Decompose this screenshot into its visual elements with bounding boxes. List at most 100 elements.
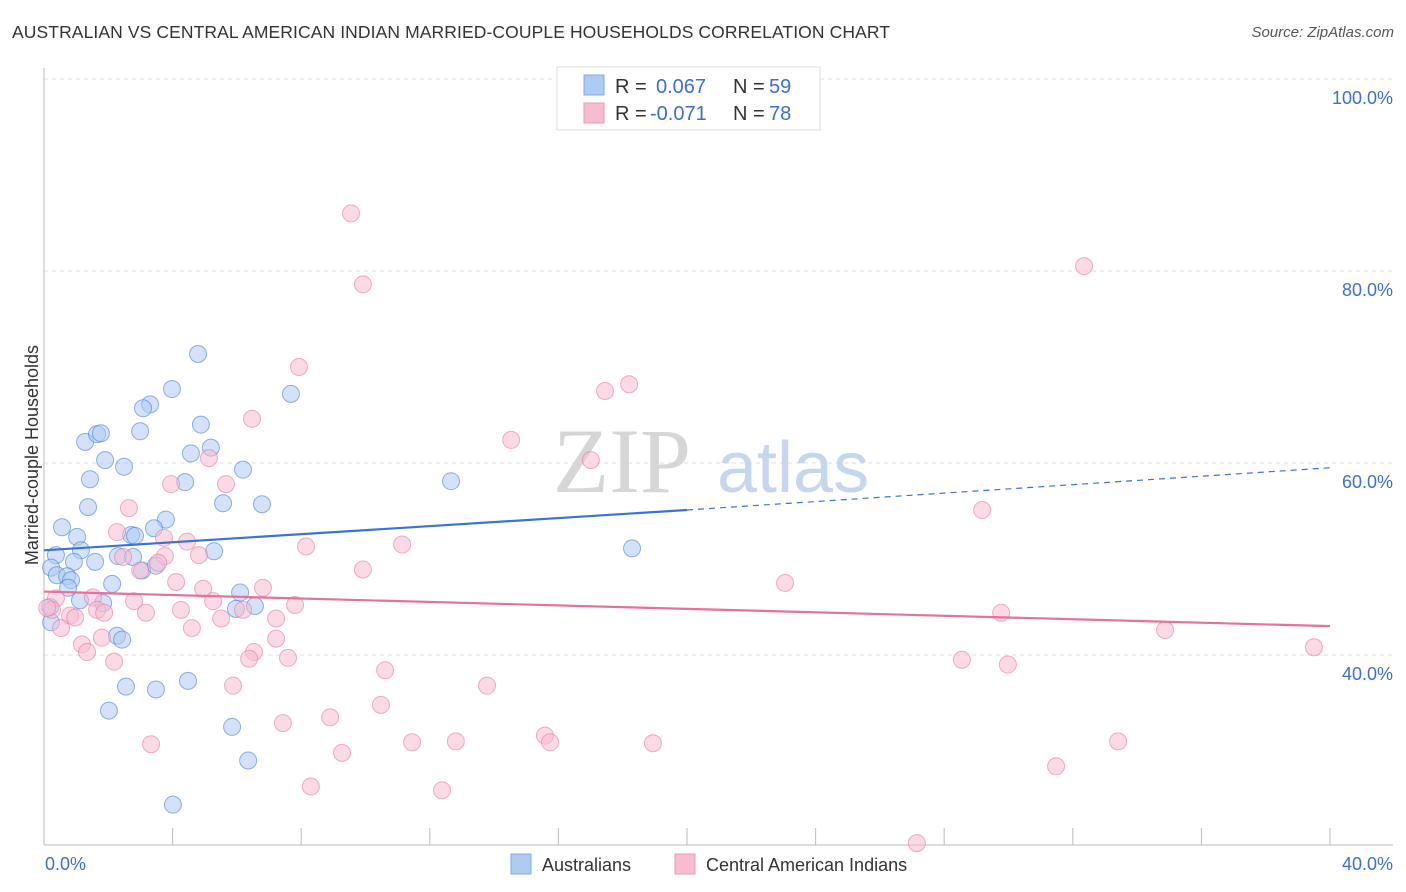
- pink-point: [1075, 257, 1094, 276]
- r-label: R =: [615, 76, 647, 98]
- blue-trend-line-extension: [686, 467, 1331, 511]
- pink-point: [1156, 620, 1175, 639]
- series-legend: Australians Central American Indians: [510, 853, 907, 875]
- pink-point: [502, 430, 521, 449]
- pink-point: [78, 643, 97, 662]
- pink-point: [321, 708, 340, 727]
- pink-point: [620, 375, 639, 394]
- watermark-atlas: atlas: [717, 428, 869, 508]
- pink-point: [581, 451, 600, 470]
- pink-point: [66, 608, 85, 627]
- legend-swatch-pink: [583, 102, 605, 124]
- blue-point: [91, 424, 110, 443]
- blue-point: [623, 539, 642, 558]
- r-value: -0.071: [650, 103, 707, 125]
- blue-point: [162, 380, 181, 399]
- pink-point: [371, 695, 390, 714]
- pink-point: [189, 546, 208, 565]
- pink-point: [376, 661, 395, 680]
- stats-legend: R = 0.067 N = 59 R = -0.071 N = 78: [556, 66, 821, 131]
- axes: 100.0% 80.0% 60.0% 40.0%: [43, 68, 1393, 846]
- chart-title: AUSTRALIAN VS CENTRAL AMERICAN INDIAN MA…: [12, 22, 891, 42]
- n-label: N =: [733, 103, 765, 125]
- blue-point: [116, 677, 135, 696]
- blue-point: [214, 494, 233, 513]
- pink-point: [478, 676, 497, 695]
- pink-point: [136, 603, 155, 622]
- pink-point: [253, 578, 272, 597]
- pink-point: [907, 834, 926, 853]
- blue-point: [223, 717, 242, 736]
- pink-point: [541, 733, 560, 752]
- source-label: Source: ZipAtlas.com: [1251, 24, 1394, 41]
- pink-point: [776, 573, 795, 592]
- pink-point: [301, 777, 320, 796]
- watermark-zip: ZIP: [553, 410, 691, 512]
- n-label: N =: [733, 76, 765, 98]
- pink-point: [107, 523, 126, 542]
- pink-point: [199, 449, 218, 468]
- pink-point: [240, 649, 259, 668]
- blue-point: [80, 470, 99, 489]
- y-tick-label: 60.0%: [1342, 472, 1393, 492]
- pink-point: [433, 781, 452, 800]
- blue-point: [281, 384, 300, 403]
- pink-point: [149, 553, 168, 572]
- blue-point: [53, 518, 72, 537]
- pink-point: [286, 596, 305, 615]
- legend-swatch-central-american-indians: [674, 853, 696, 875]
- pink-point: [95, 603, 114, 622]
- pink-point: [1047, 757, 1066, 776]
- pink-point: [182, 619, 201, 638]
- blue-point: [231, 583, 250, 602]
- blue-point: [86, 552, 105, 571]
- y-tick-label: 80.0%: [1342, 280, 1393, 300]
- pink-point: [38, 598, 57, 617]
- pink-point: [289, 357, 308, 376]
- pink-point: [267, 609, 286, 628]
- legend-label-central-american-indians: Central American Indians: [706, 855, 907, 875]
- points: [38, 204, 1323, 853]
- pink-point: [161, 475, 180, 494]
- grid: [44, 78, 1393, 656]
- pink-point: [1109, 732, 1128, 751]
- pink-point: [52, 619, 71, 638]
- pink-point: [267, 629, 286, 648]
- pink-point: [353, 275, 372, 294]
- blue-point: [134, 399, 153, 418]
- pink-point: [973, 500, 992, 519]
- pink-point: [216, 475, 235, 494]
- pink-point: [393, 535, 412, 554]
- blue-point: [205, 542, 224, 561]
- blue-point: [115, 457, 134, 476]
- pink-point: [194, 579, 213, 598]
- pink-trend-line: [43, 590, 1331, 628]
- y-tick-label: 40.0%: [1342, 664, 1393, 684]
- pink-point: [273, 714, 292, 733]
- pink-point: [131, 561, 150, 580]
- n-value: 78: [769, 103, 791, 125]
- legend-label-australians: Australians: [542, 855, 631, 875]
- blue-point: [179, 671, 198, 690]
- r-label: R =: [615, 103, 647, 125]
- pink-point: [342, 204, 361, 223]
- pink-point: [596, 381, 615, 400]
- blue-point: [163, 795, 182, 814]
- blue-point: [79, 498, 98, 517]
- pink-point: [243, 409, 262, 428]
- blue-point: [99, 701, 118, 720]
- pink-point: [643, 734, 662, 753]
- blue-point: [131, 422, 150, 441]
- blue-point: [96, 451, 115, 470]
- pink-point: [234, 600, 253, 619]
- blue-point: [188, 345, 207, 364]
- x-tick-label: 0.0%: [45, 854, 86, 874]
- n-value: 59: [769, 76, 791, 98]
- pink-point: [333, 743, 352, 762]
- blue-point: [442, 472, 461, 491]
- pink-point: [992, 603, 1011, 622]
- legend-swatch-australians: [510, 853, 532, 875]
- pink-point: [125, 592, 144, 611]
